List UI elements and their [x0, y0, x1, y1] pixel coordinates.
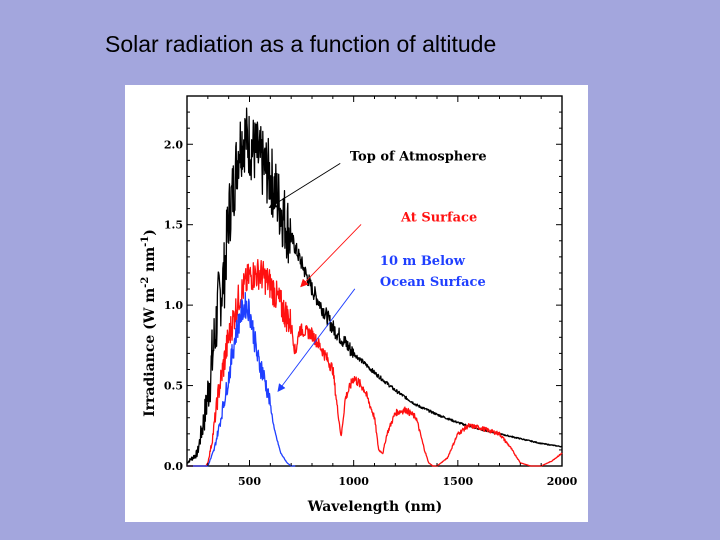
y-axis-label-part: -1	[140, 236, 151, 247]
y-axis-label: Irradiance (W m-2 nm-1)	[140, 229, 158, 417]
x-tick-label: 2000	[547, 475, 578, 488]
annotation-arrow	[268, 162, 341, 209]
x-axis-label: Wavelength (nm)	[307, 499, 443, 515]
x-tick-label: 1500	[443, 475, 474, 488]
ticks-layer: 500 1000 1500 2000 0.0 0.5 1.0 1.5 2.0	[164, 96, 578, 488]
slide-title: Solar radiation as a function of altitud…	[105, 31, 497, 57]
y-axis-label-part: )	[142, 229, 158, 236]
y-tick-label: 2.0	[164, 138, 183, 151]
annotation-at-surface: At Surface	[400, 210, 477, 225]
y-tick-label: 1.0	[164, 299, 183, 312]
series-layer	[186, 107, 563, 467]
series-line-at-surface	[186, 259, 563, 467]
x-tick-label: 500	[238, 475, 261, 488]
annotation-arrow	[277, 288, 356, 392]
annotation-arrow	[300, 224, 362, 288]
y-tick-label: 0.0	[164, 460, 183, 473]
y-axis-label-part: Irradiance (W m	[142, 288, 158, 417]
y-tick-label: 1.5	[164, 219, 183, 232]
irradiance-chart: 500 1000 1500 2000 0.0 0.5 1.0 1.5 2.0 Top of At…	[140, 95, 578, 515]
annotation-top-of-atmosphere: Top of Atmosphere	[350, 149, 487, 164]
annotation-ocean-surface: Ocean Surface	[380, 275, 486, 290]
y-axis-label-part: nm	[142, 247, 158, 277]
annotation-10-m-below: 10 m Below	[380, 254, 466, 269]
y-tick-label: 0.5	[164, 380, 183, 393]
x-tick-label: 1000	[338, 475, 369, 488]
series-line-10-m-below-ocean-surface	[186, 291, 296, 467]
chart-frame: 500 1000 1500 2000 0.0 0.5 1.0 1.5 2.0 Top of At…	[125, 85, 588, 522]
annotation-layer: Top of Atmosphere At Surface 10 m Below Oce…	[268, 149, 487, 392]
y-axis-label-part: -2	[140, 277, 151, 288]
